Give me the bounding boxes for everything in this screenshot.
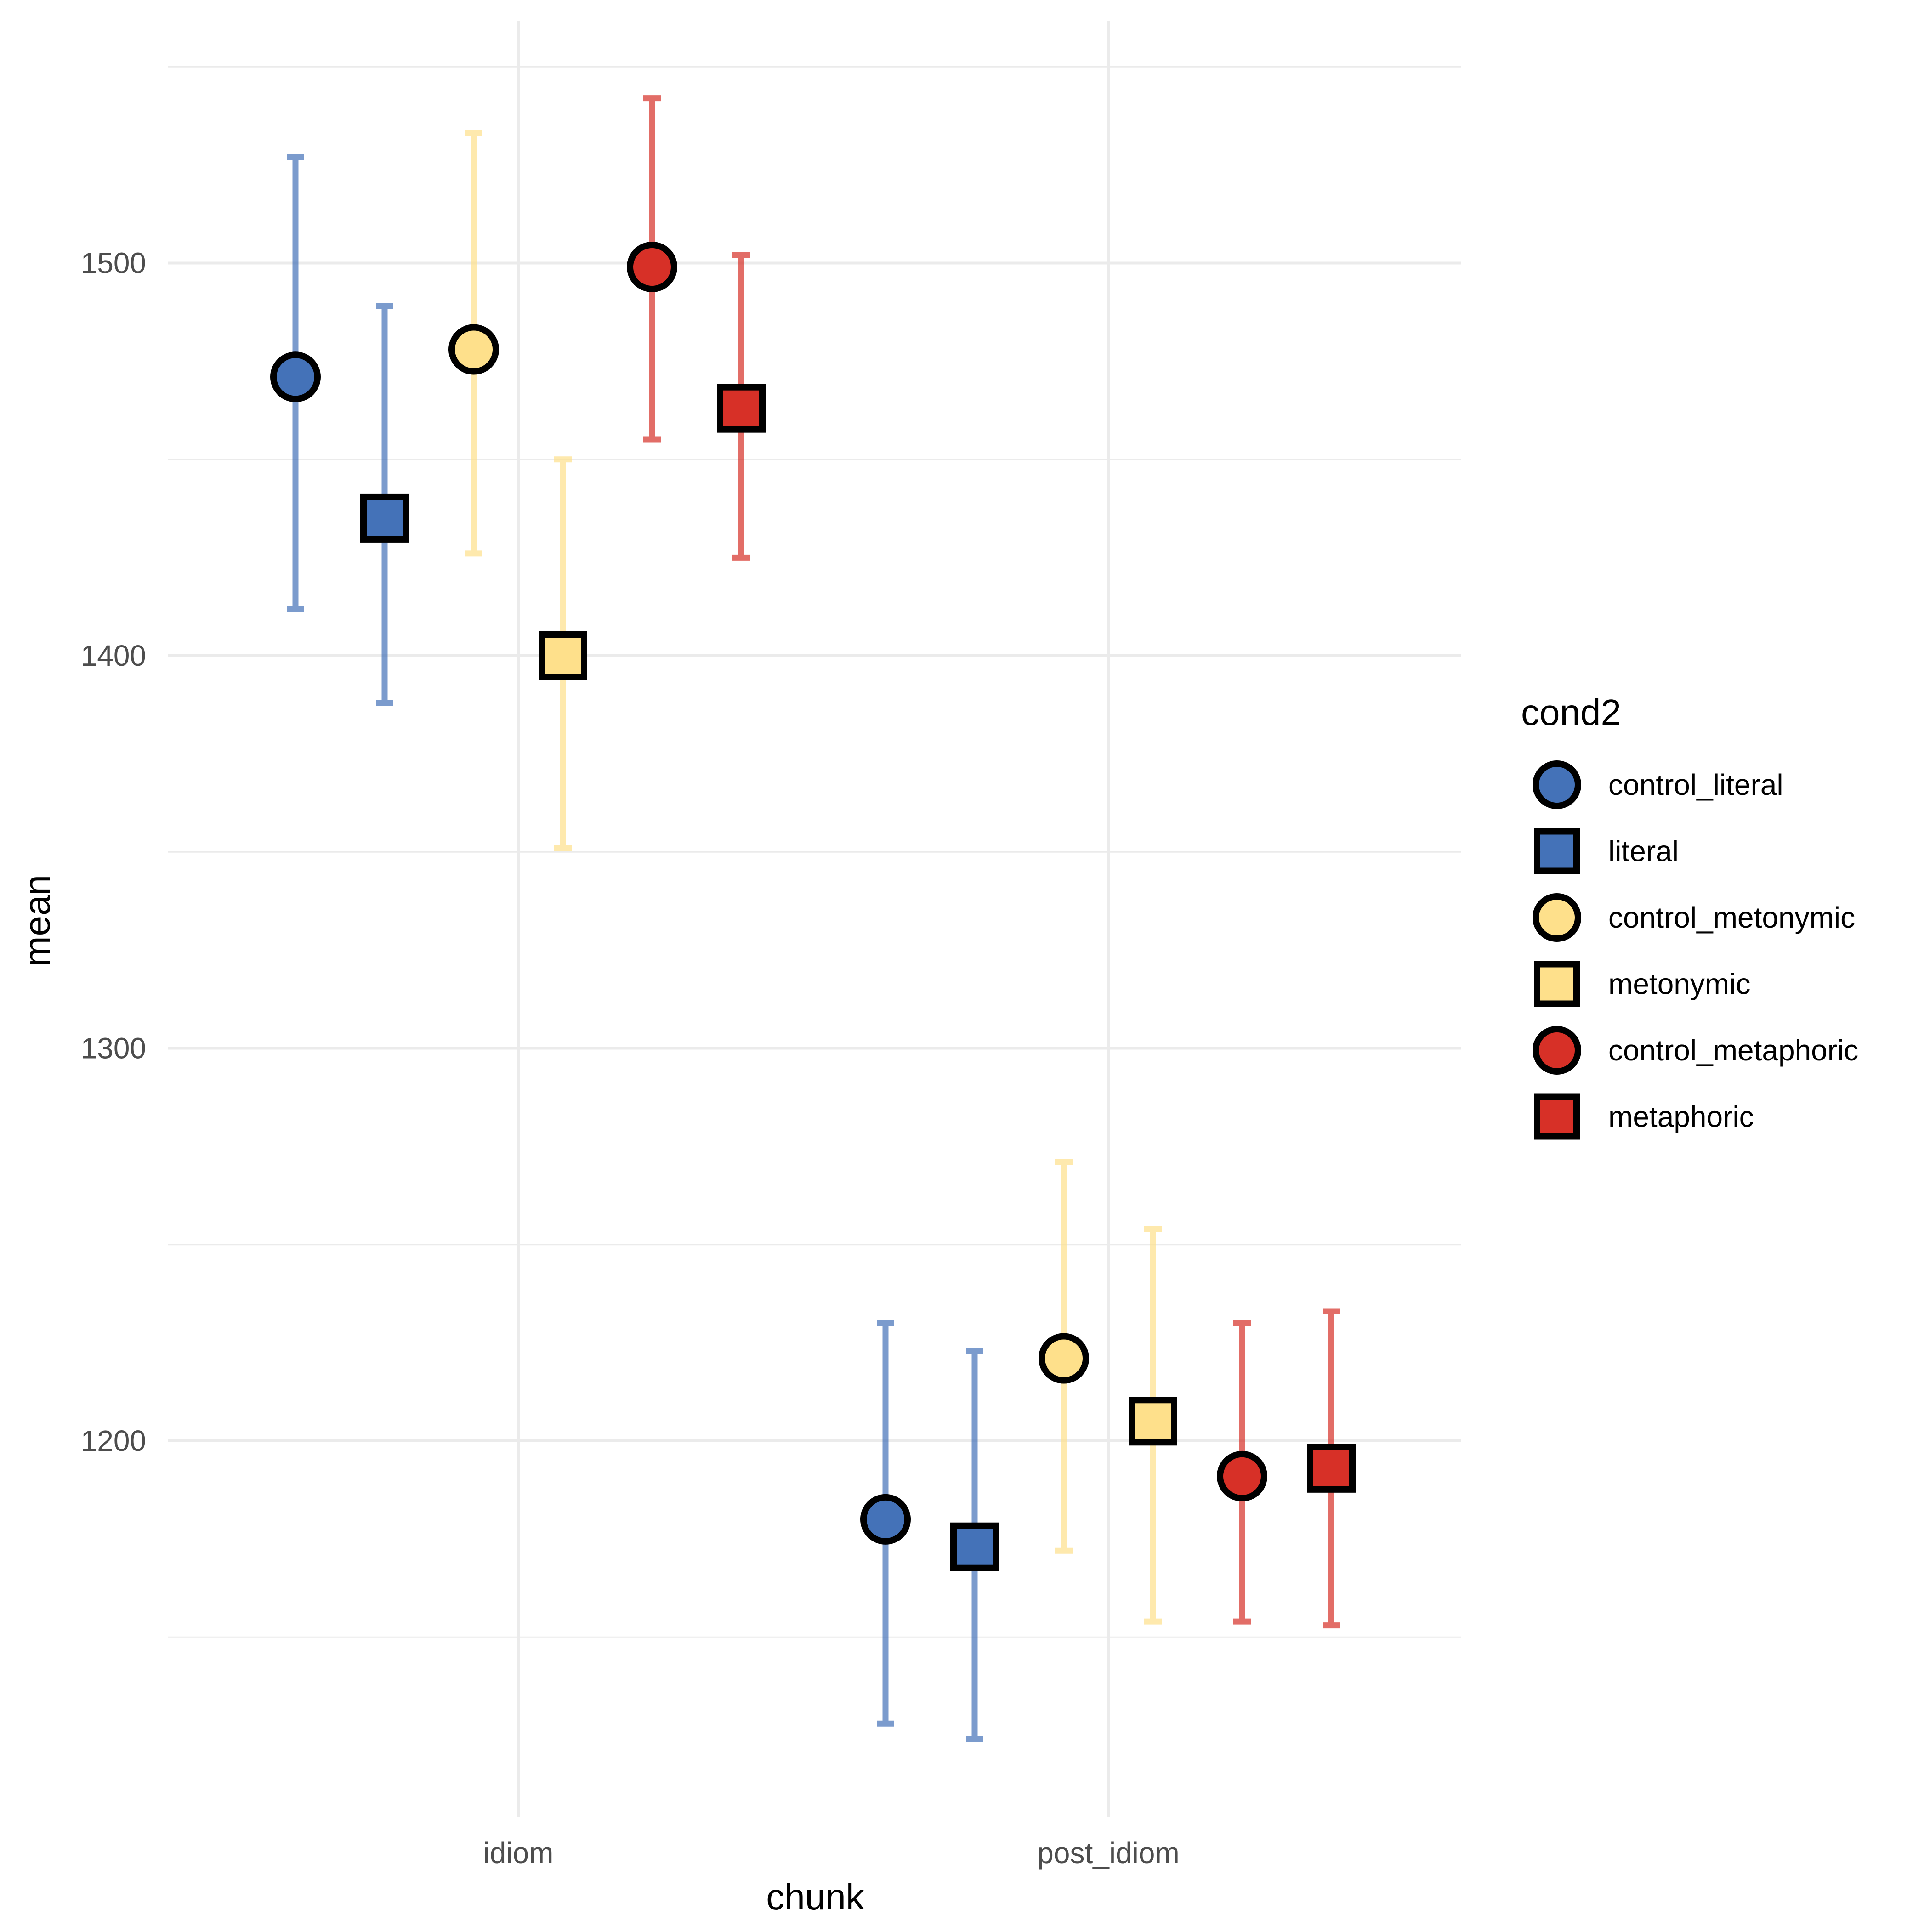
point-literal — [360, 493, 409, 543]
legend-label: control_metaphoric — [1608, 1034, 1858, 1067]
y-tick-label: 1200 — [81, 1424, 146, 1457]
legend-key-square — [1534, 828, 1580, 874]
point-control_metonymic — [448, 324, 499, 375]
legend-item-metaphoric: metaphoric — [1534, 1093, 1754, 1140]
gridlines — [168, 21, 1461, 1817]
point-metonymic — [1129, 1397, 1177, 1446]
legend-key-circle — [1533, 760, 1581, 809]
legend-label: metaphoric — [1608, 1100, 1754, 1133]
legend-label: literal — [1608, 835, 1679, 868]
point-literal — [950, 1522, 999, 1571]
point-metonymic — [539, 631, 587, 680]
y-tick-label: 1400 — [81, 639, 146, 672]
point-control_literal — [860, 1494, 911, 1545]
legend-key-circle — [1533, 893, 1581, 942]
point-control_metonymic — [1039, 1333, 1089, 1384]
legend-key-square — [1534, 961, 1580, 1007]
point-metaphoric — [717, 384, 766, 433]
y-tick-label: 1500 — [81, 247, 146, 280]
point-control_metaphoric — [1217, 1450, 1267, 1501]
point-control_literal — [270, 351, 321, 402]
legend-key-square — [1534, 1093, 1580, 1140]
y-tick-label: 1300 — [81, 1032, 146, 1065]
axes: chunk mean 1200 1300 1400 1500 idiom post_idi… — [17, 247, 1180, 1918]
point-control_metaphoric — [627, 242, 677, 293]
y-axis-title: mean — [17, 875, 57, 967]
x-axis-title: chunk — [766, 1876, 864, 1917]
legend-label: control_literal — [1608, 768, 1783, 801]
legend-label: metonymic — [1608, 968, 1750, 1001]
x-tick-label: idiom — [483, 1836, 554, 1870]
legend-item-control_literal: control_literal — [1533, 760, 1783, 809]
point-metaphoric — [1307, 1444, 1356, 1493]
legend-title: cond2 — [1521, 692, 1621, 733]
legend-item-control_metonymic: control_metonymic — [1533, 893, 1855, 942]
data-points — [270, 95, 1356, 1742]
legend-item-literal: literal — [1534, 828, 1679, 874]
legend-key-circle — [1533, 1026, 1581, 1075]
legend-item-control_metaphoric: control_metaphoric — [1533, 1026, 1858, 1075]
legend-label: control_metonymic — [1608, 901, 1855, 934]
x-tick-label: post_idiom — [1037, 1836, 1180, 1870]
legend-item-metonymic: metonymic — [1534, 961, 1750, 1007]
